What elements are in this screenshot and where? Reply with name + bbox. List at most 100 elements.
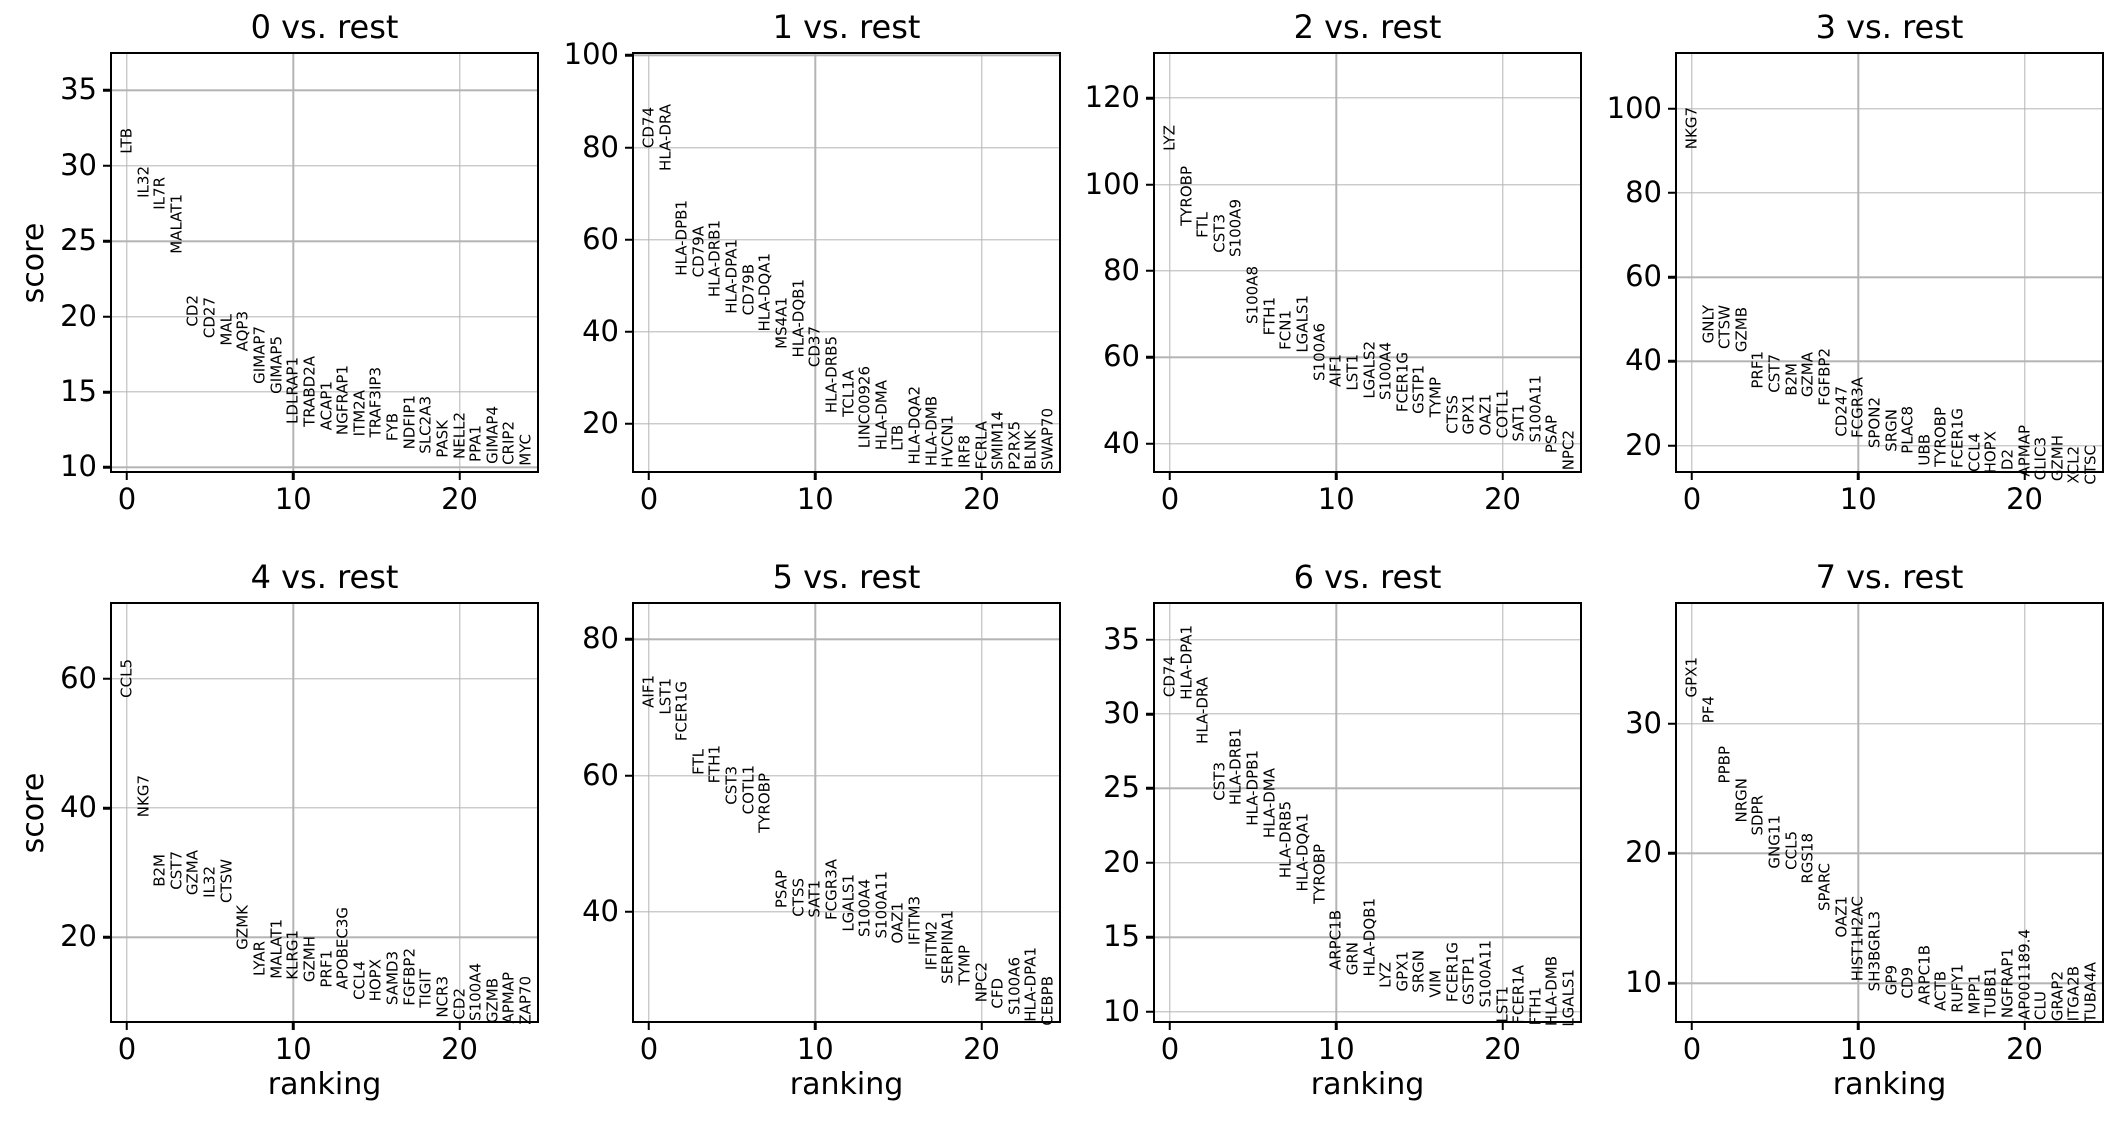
gene-label: GZMB xyxy=(483,977,502,1023)
y-tick xyxy=(625,910,634,914)
y-tick-label: 35 xyxy=(1103,621,1140,656)
gene-label: RUFY1 xyxy=(1948,964,1967,1014)
x-tick-label: 0 xyxy=(639,482,659,516)
y-tick-label: 120 xyxy=(1084,80,1140,115)
gene-label: PLAC8 xyxy=(1898,405,1917,454)
gene-label: CCL4 xyxy=(1965,432,1984,472)
x-tick-label: 0 xyxy=(117,1032,137,1066)
gene-label: LGALS2 xyxy=(1360,341,1378,399)
gene-label: BLNK xyxy=(1021,430,1040,471)
x-tick-label: 0 xyxy=(1682,482,1702,516)
gene-label: HLA-DRB1 xyxy=(1226,728,1245,806)
axes-1: 0 10 20 20 40 60 80 100 CD74 HLA-DRA HLA-DPB1 CD79A… xyxy=(564,9,1061,515)
y-gridline xyxy=(634,146,1059,149)
x-axis-label: ranking xyxy=(267,1067,382,1102)
y-gridline xyxy=(634,638,1059,641)
x-tick-label: 10 xyxy=(274,482,312,516)
y-tick xyxy=(625,146,634,149)
x-gridline xyxy=(814,604,816,1021)
gene-label: LYZ xyxy=(1376,962,1395,989)
gene-label: CTSW xyxy=(217,859,236,904)
gene-label: SERPINA1 xyxy=(938,909,957,984)
y-gridline xyxy=(1677,276,2102,278)
y-tick-label: 15 xyxy=(60,374,97,409)
gene-label: TUBB1 xyxy=(1981,966,2000,1018)
gene-label: HLA-DPA1 xyxy=(1021,946,1040,1022)
y-gridline xyxy=(112,936,537,938)
y-tick-label: 100 xyxy=(563,37,619,72)
y-axis-label: score xyxy=(16,222,51,303)
gene-label: OAZ1 xyxy=(1832,896,1851,938)
gene-label: HLA-DPA1 xyxy=(1177,624,1196,700)
x-tick xyxy=(291,471,295,480)
gene-label: GZMH xyxy=(2048,435,2067,482)
y-tick-label: 25 xyxy=(60,223,97,258)
axes-6: 0 10 20 10 15 20 25 30 35 CD74 HLA-DPA1 HLA-DRA CST3… xyxy=(1103,559,1582,1101)
y-gridline xyxy=(112,807,537,809)
x-tick xyxy=(647,471,651,480)
gene-label: CTSS xyxy=(1443,394,1462,434)
gene-label: TRABD2A xyxy=(300,356,319,428)
gene-label: GRAP2 xyxy=(2048,970,2067,1021)
gene-label: FCGR3A xyxy=(822,859,841,921)
y-tick-label: 60 xyxy=(1103,339,1140,374)
y-tick xyxy=(1146,861,1155,865)
y-tick xyxy=(625,774,634,777)
gene-label: GZMB xyxy=(1732,307,1751,353)
gene-label: IL32 xyxy=(200,866,219,899)
gene-label: TCL1A xyxy=(839,369,857,417)
y-tick xyxy=(1668,722,1677,725)
gene-label: TYROBP xyxy=(1310,843,1329,904)
gene-label: LYZ xyxy=(1160,125,1179,152)
gene-label: LYAR xyxy=(250,941,269,977)
y-tick xyxy=(625,330,634,333)
x-tick xyxy=(291,1021,295,1030)
y-gridline xyxy=(1155,713,1580,715)
gene-label: IRF8 xyxy=(955,435,974,469)
x-tick-label: 20 xyxy=(2006,1032,2043,1066)
gene-label: CD9 xyxy=(1898,967,1917,999)
y-tick-label: 30 xyxy=(1103,696,1140,731)
y-tick-label: 10 xyxy=(1625,965,1662,1000)
y-tick xyxy=(1668,982,1677,985)
gene-label: HLA-DMA xyxy=(872,379,891,450)
gene-label: APOBEC3G xyxy=(333,907,352,991)
y-gridline xyxy=(1677,982,2102,985)
x-gridline xyxy=(980,604,983,1021)
gene-label: ACAP1 xyxy=(317,380,335,431)
gene-label: ARPC1B xyxy=(1915,945,1934,1006)
y-tick-label: 20 xyxy=(582,405,619,440)
gene-label: GPX1 xyxy=(1682,656,1701,698)
gene-label: NELL2 xyxy=(450,411,469,459)
gene-label: NDFIP1 xyxy=(400,395,419,450)
gene-label: GIMAP7 xyxy=(250,325,269,384)
gene-label: CCL4 xyxy=(350,960,369,1000)
gene-label: XCL2 xyxy=(2064,445,2083,484)
gene-label: FCRLA xyxy=(972,420,991,470)
x-gridline xyxy=(1335,54,1337,471)
gene-label: SDPR xyxy=(1748,794,1767,836)
gene-label: NKG7 xyxy=(1682,107,1701,150)
gene-label: LGALS1 xyxy=(1293,295,1312,353)
y-tick xyxy=(1146,638,1155,641)
gene-label: PRF1 xyxy=(1748,351,1767,389)
x-gridline xyxy=(648,54,650,471)
gene-label: LST1 xyxy=(656,677,675,715)
gene-label: TYMP xyxy=(955,944,974,985)
x-tick-label: 0 xyxy=(1160,1032,1180,1066)
gene-label: CD2 xyxy=(183,294,202,327)
gene-label: NKG7 xyxy=(134,775,153,818)
gene-label: FTH1 xyxy=(705,744,724,784)
gene-label: MALAT1 xyxy=(167,194,186,254)
y-gridline xyxy=(1155,356,1580,359)
x-tick xyxy=(980,1021,983,1030)
y-tick xyxy=(625,54,634,57)
y-gridline xyxy=(1677,722,2102,725)
y-tick-label: 35 xyxy=(60,72,97,107)
gene-label: S100A6 xyxy=(1310,322,1329,381)
y-tick xyxy=(1668,107,1677,110)
x-gridline xyxy=(1169,54,1171,471)
gene-label: CD27 xyxy=(200,297,219,339)
gene-label: TRAF3IP3 xyxy=(366,367,385,438)
gene-label: IL32 xyxy=(134,166,153,198)
